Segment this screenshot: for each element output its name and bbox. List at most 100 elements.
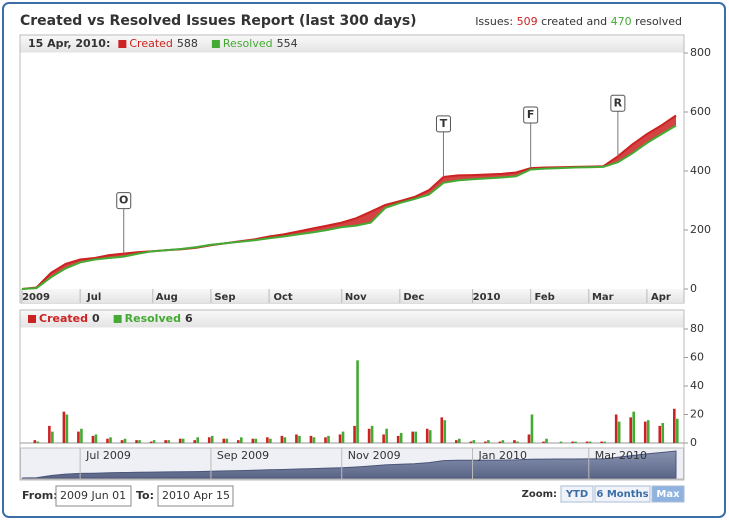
zoom-button[interactable]	[594, 485, 651, 503]
bar	[120, 440, 124, 443]
bar	[135, 440, 138, 443]
summary-text: created and	[541, 15, 607, 28]
bar	[385, 428, 388, 443]
from-value[interactable]: 2009 Jun 01	[60, 489, 126, 502]
bar	[658, 425, 662, 443]
flag	[523, 106, 539, 124]
flag	[610, 94, 626, 112]
summary-label: Issues:	[475, 15, 513, 28]
bar	[48, 425, 51, 443]
bar	[295, 434, 298, 443]
bar	[36, 441, 40, 443]
bar	[542, 441, 545, 443]
bar	[411, 431, 414, 443]
bar	[370, 425, 374, 443]
bar	[327, 435, 330, 443]
x-tick-label: Oct	[273, 292, 292, 303]
y-tick-label: 20	[690, 408, 704, 421]
readout-date: 15 Apr, 2010:	[28, 37, 110, 50]
navigator-area	[21, 450, 677, 479]
x-tick-label: Apr	[651, 292, 671, 303]
bar	[367, 428, 371, 443]
flag-label: R	[614, 96, 623, 109]
x-tick-label: Sep	[214, 292, 235, 303]
bar	[513, 440, 516, 443]
y-tick-label: 60	[690, 351, 704, 364]
bar	[588, 441, 592, 443]
bar	[455, 440, 458, 443]
legend-swatch	[113, 315, 122, 323]
bar	[414, 431, 417, 443]
top-panel	[19, 34, 685, 304]
zoom-button[interactable]	[560, 485, 594, 503]
bar	[80, 428, 83, 443]
y-tick-label: 0	[690, 282, 697, 295]
bar	[33, 440, 37, 443]
bar	[266, 437, 269, 443]
x-tick-label: 2009	[22, 292, 50, 303]
y-tick-label: 200	[690, 223, 711, 236]
bar	[574, 441, 577, 443]
bar	[469, 441, 473, 443]
bar	[149, 441, 153, 443]
x-tick-label: Dec	[403, 292, 424, 303]
title: Created vs Resolved Issues Report (last …	[20, 13, 417, 29]
legend-swatch	[118, 40, 127, 48]
to-value[interactable]: 2010 Apr 15	[162, 489, 230, 502]
readout-value: 588	[177, 37, 198, 50]
date-input[interactable]	[55, 485, 132, 507]
bar	[138, 440, 141, 443]
bar	[109, 437, 112, 443]
bar	[516, 441, 519, 443]
bar	[382, 434, 385, 443]
bar	[425, 428, 429, 443]
flag-label: T	[440, 117, 448, 130]
from-label: From:	[22, 489, 58, 502]
bar	[600, 441, 603, 443]
summary-text: resolved	[635, 15, 682, 28]
bar	[440, 417, 444, 443]
zoom-button-label[interactable]: Max	[656, 489, 680, 500]
bar	[269, 438, 272, 443]
date-input[interactable]	[157, 485, 234, 507]
bar	[399, 433, 403, 443]
bar	[428, 430, 432, 443]
bar	[629, 417, 632, 443]
bar	[324, 437, 327, 443]
bar	[51, 431, 54, 443]
legend-label: Resolved	[125, 312, 181, 325]
x-tick-label: Mar	[592, 292, 614, 303]
bar	[251, 438, 255, 443]
bar	[614, 414, 618, 443]
bar	[181, 438, 185, 443]
bar	[207, 437, 211, 443]
x-axis-band	[20, 289, 684, 303]
zoom-button-label[interactable]: 6 Months	[596, 489, 648, 500]
legend-swatch	[28, 315, 36, 323]
bottom-header	[20, 310, 684, 328]
bar	[356, 360, 359, 443]
bar	[309, 435, 313, 443]
legend-label: Created	[39, 312, 88, 325]
summary: Issues: 509 created and 470 resolved	[475, 15, 682, 28]
legend-swatch	[211, 40, 220, 48]
zoom-button[interactable]	[651, 485, 685, 503]
y-tick-label: 40	[690, 379, 704, 392]
navigator-label: Jul 2009	[85, 449, 131, 462]
top-header	[20, 35, 684, 53]
bar	[673, 408, 676, 443]
y-tick-label: 600	[690, 105, 711, 118]
x-tick-label: Jul	[86, 292, 101, 303]
bar	[527, 434, 531, 443]
bar	[152, 440, 156, 443]
zoom-button-label[interactable]: YTD	[565, 489, 588, 500]
bar	[472, 440, 476, 443]
bar	[498, 441, 502, 443]
bar	[646, 420, 650, 443]
bar	[530, 414, 534, 443]
bar	[283, 437, 287, 443]
bar	[196, 437, 199, 443]
bar	[676, 418, 679, 443]
bar	[240, 437, 243, 443]
bar	[94, 434, 98, 443]
